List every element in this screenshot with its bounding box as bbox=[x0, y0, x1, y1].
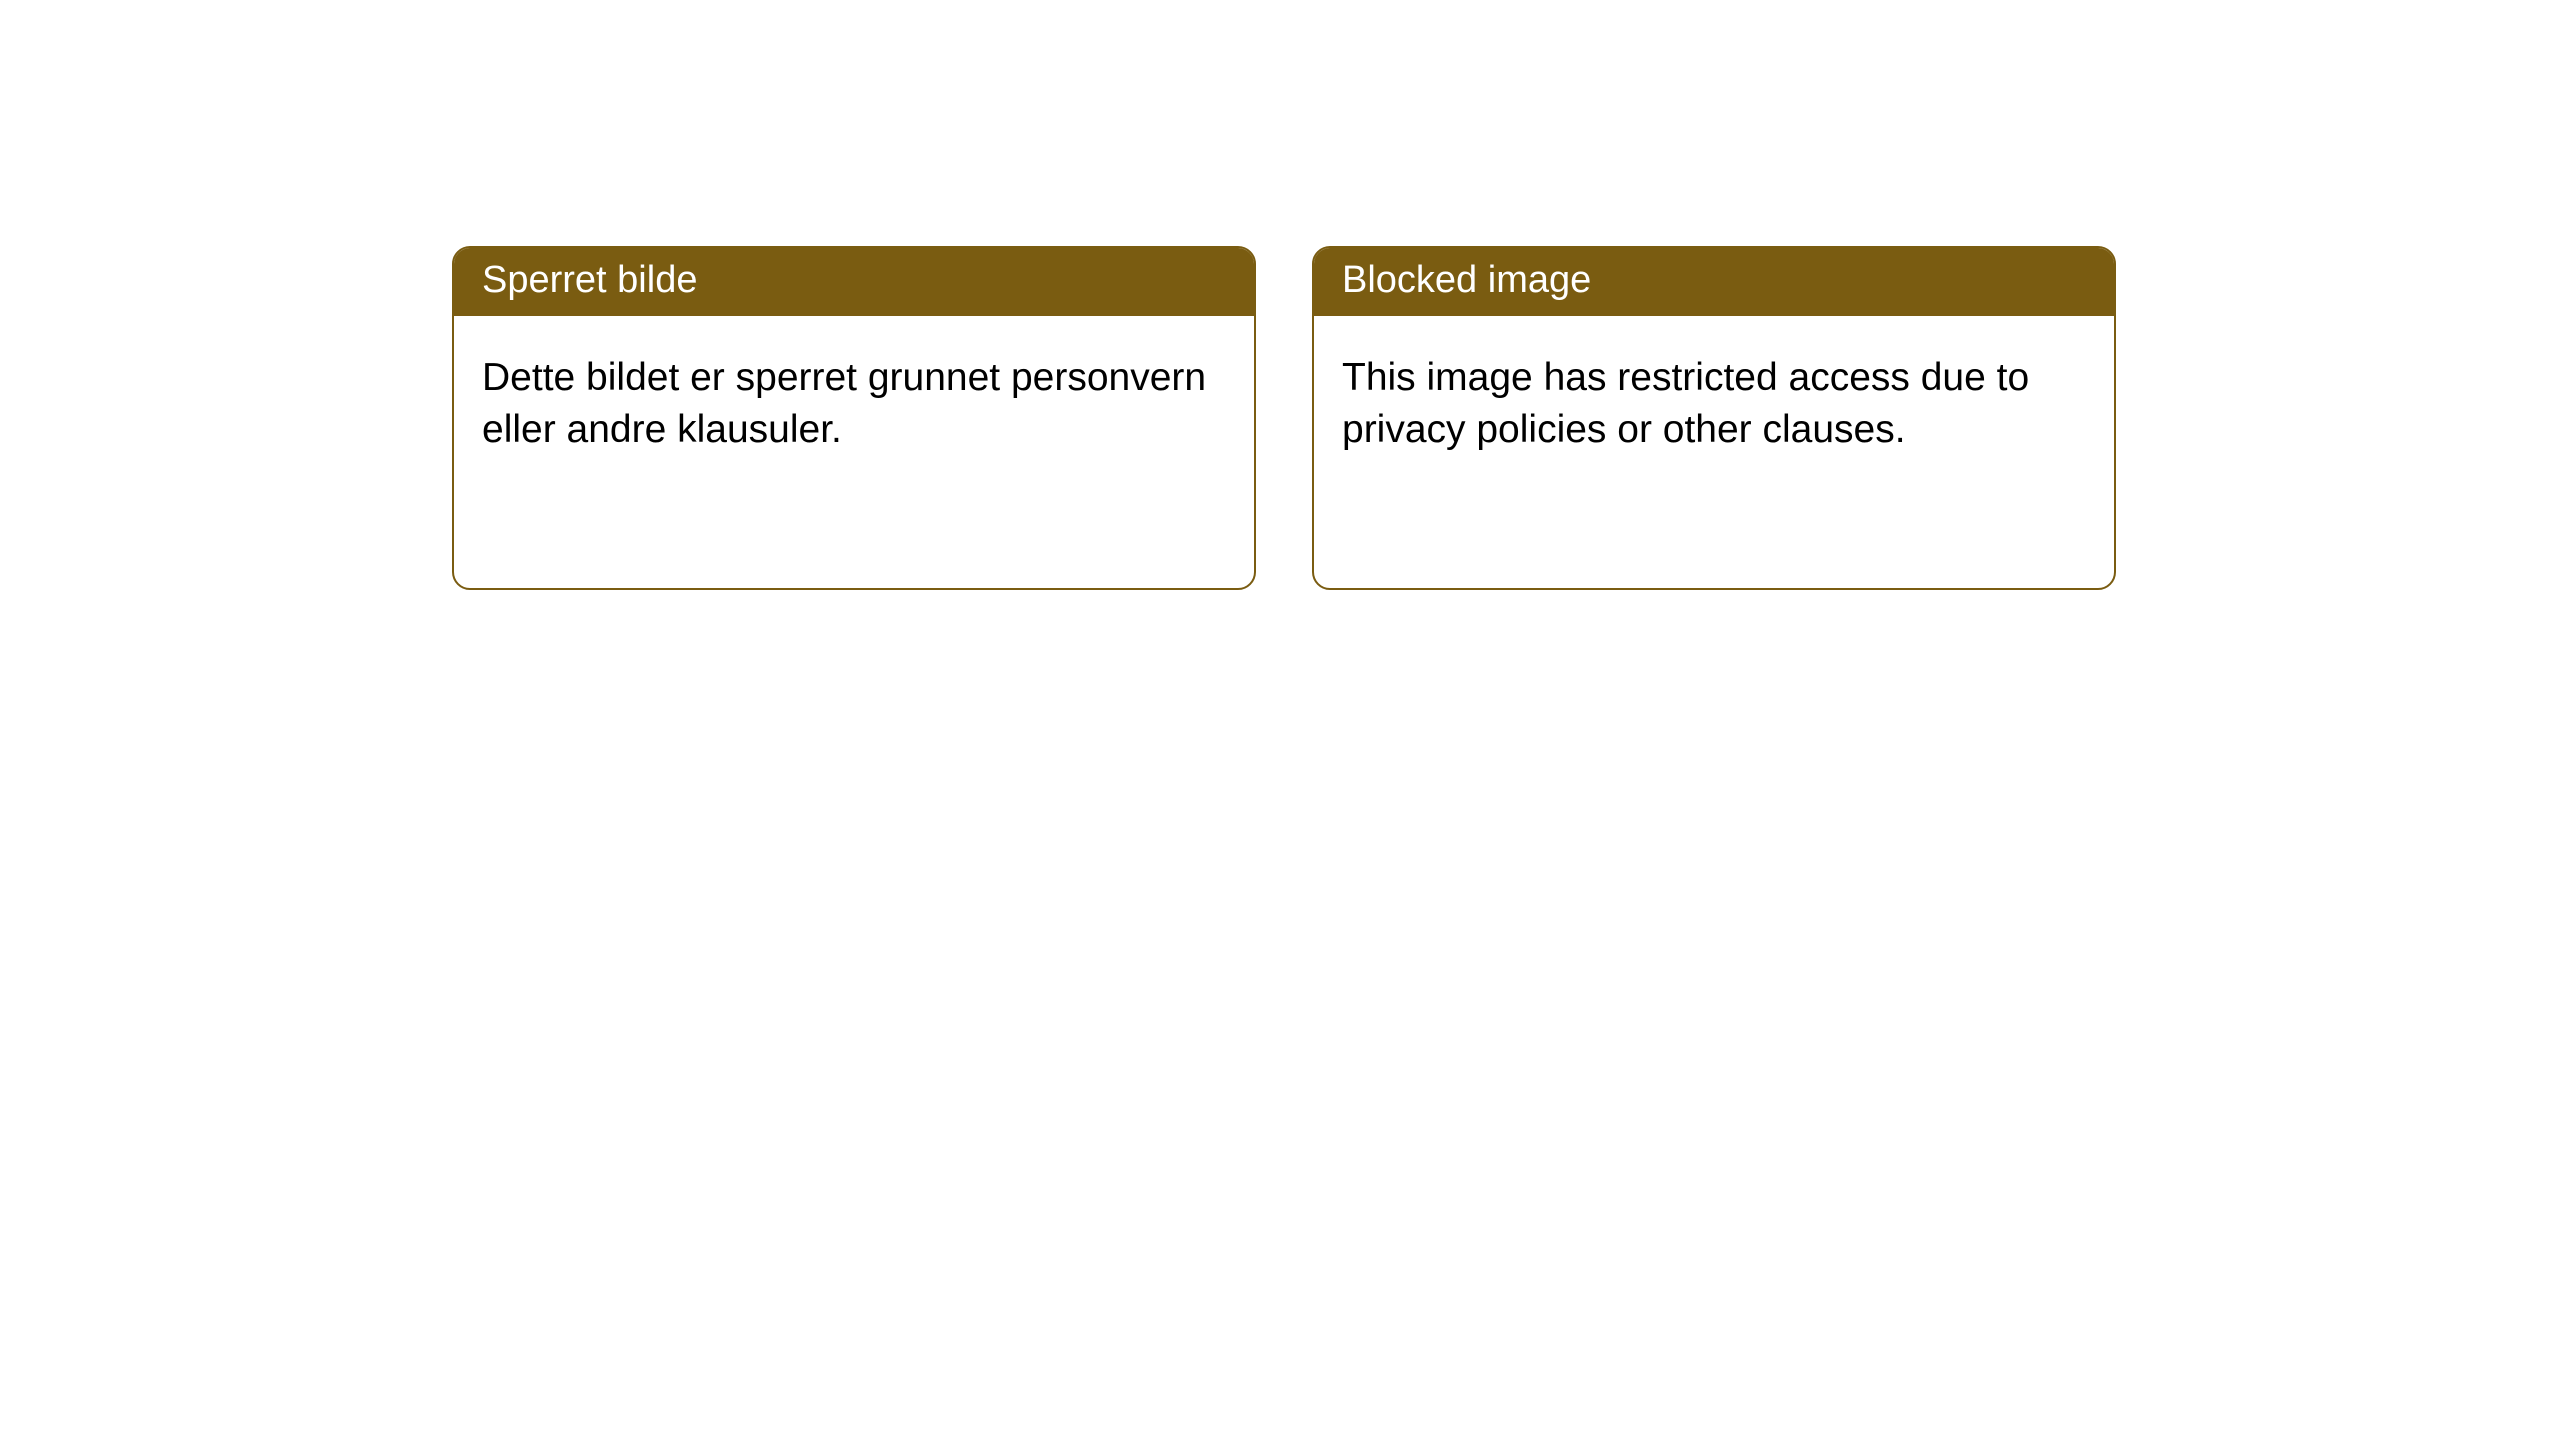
notice-body: Dette bildet er sperret grunnet personve… bbox=[454, 316, 1254, 588]
notice-container: Sperret bilde Dette bildet er sperret gr… bbox=[0, 0, 2560, 590]
notice-body: This image has restricted access due to … bbox=[1314, 316, 2114, 588]
notice-card-english: Blocked image This image has restricted … bbox=[1312, 246, 2116, 590]
notice-header: Blocked image bbox=[1314, 248, 2114, 316]
notice-header: Sperret bilde bbox=[454, 248, 1254, 316]
notice-card-norwegian: Sperret bilde Dette bildet er sperret gr… bbox=[452, 246, 1256, 590]
